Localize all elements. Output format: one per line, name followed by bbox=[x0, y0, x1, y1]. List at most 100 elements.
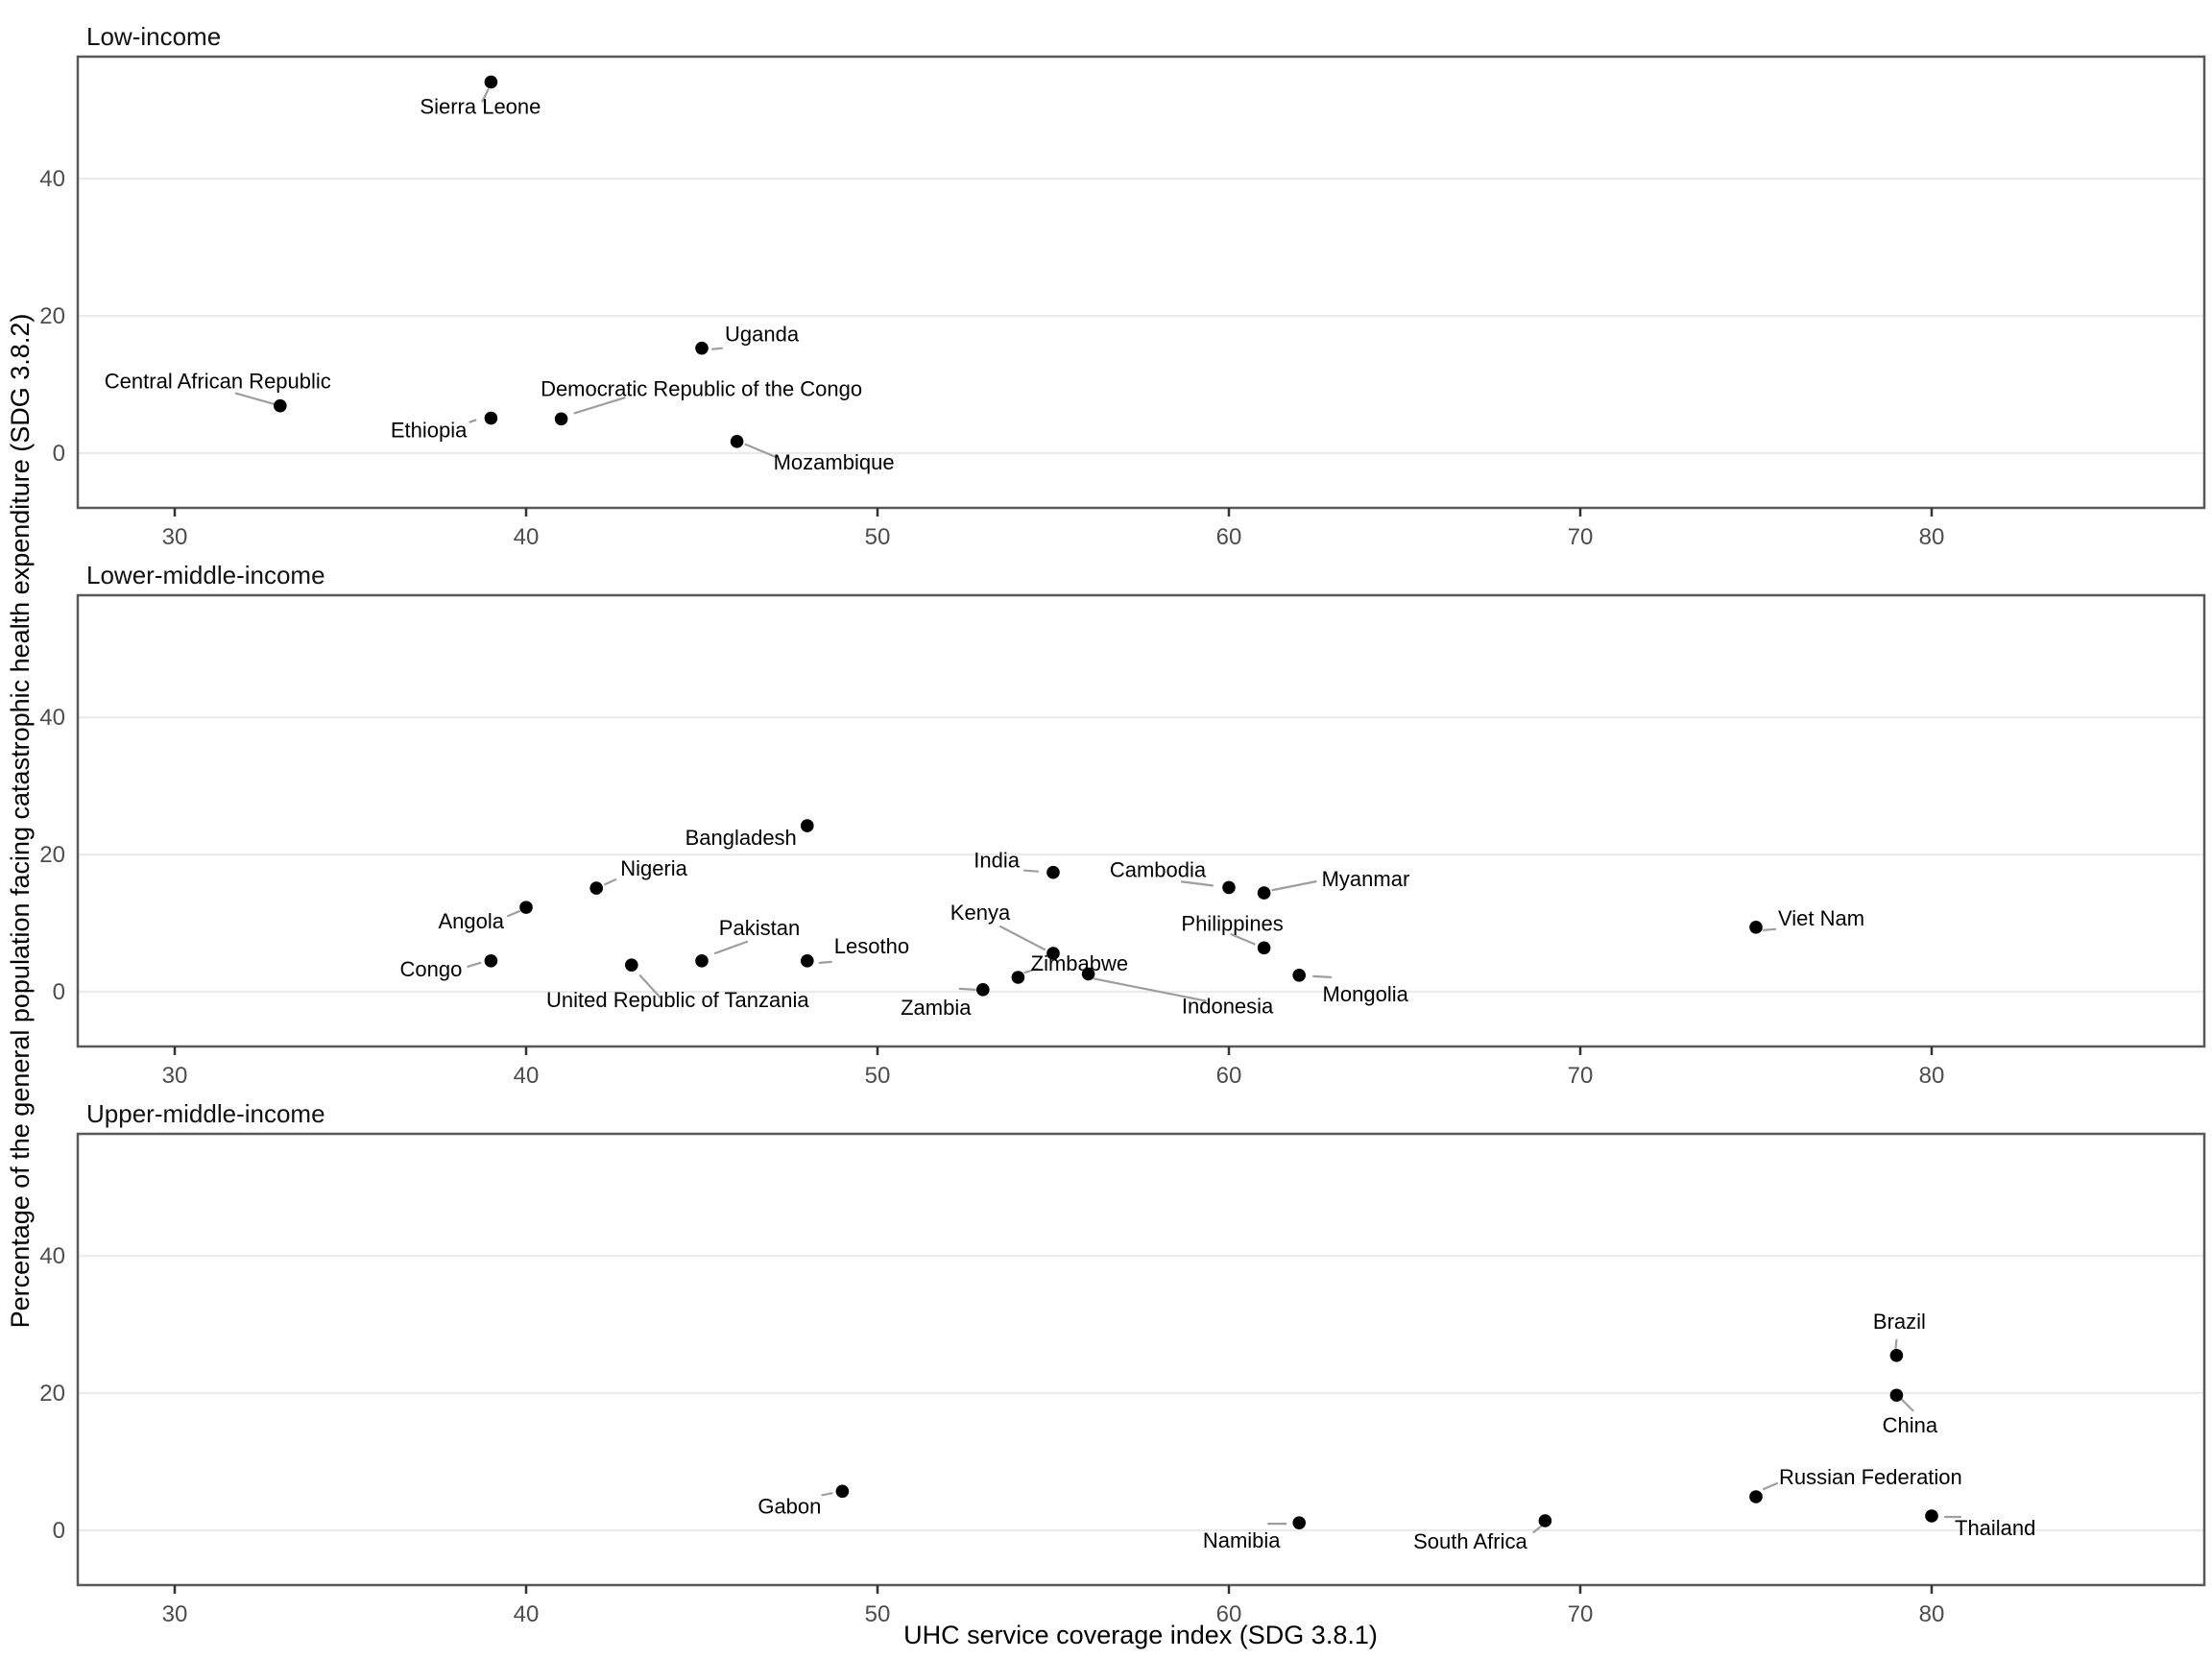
leader-line-united-republic-of-tanzania bbox=[638, 974, 661, 999]
y-tick-label: 20 bbox=[39, 303, 65, 329]
data-point-thailand bbox=[1925, 1509, 1938, 1523]
data-point-pakistan bbox=[695, 954, 709, 968]
panel-border bbox=[76, 593, 2206, 1048]
country-label-brazil: Brazil bbox=[1873, 1310, 1926, 1334]
leader-line-lesotho bbox=[818, 960, 832, 964]
data-point-uganda bbox=[695, 341, 709, 355]
data-point-namibia bbox=[1292, 1516, 1306, 1529]
data-point-philippines bbox=[1257, 941, 1271, 955]
data-point-indonesia bbox=[1081, 967, 1095, 981]
country-label-bangladesh: Bangladesh bbox=[685, 826, 797, 850]
country-label-congo: Congo bbox=[400, 957, 463, 981]
panel-background bbox=[78, 1134, 2204, 1585]
y-tick-label: 20 bbox=[39, 1381, 65, 1407]
facet-title-upper-middle-income: Upper-middle-income bbox=[86, 1099, 325, 1128]
leader-line-myanmar bbox=[1271, 880, 1317, 892]
leader-line-china bbox=[1900, 1398, 1914, 1412]
data-point-mozambique bbox=[730, 435, 744, 448]
data-point-central-african-republic bbox=[274, 398, 287, 413]
data-point-viet-nam bbox=[1749, 921, 1763, 934]
data-point-cambodia bbox=[1222, 880, 1236, 895]
facet-title-low-income: Low-income bbox=[86, 22, 221, 51]
data-point-united-republic-of-tanzania bbox=[625, 958, 638, 972]
panel-background bbox=[78, 57, 2204, 508]
x-tick-label: 40 bbox=[514, 1063, 540, 1089]
data-point-sierra-leone bbox=[484, 75, 498, 89]
x-tick-label: 50 bbox=[865, 1601, 891, 1627]
data-point-ethiopia bbox=[484, 411, 498, 425]
x-tick-label: 60 bbox=[1216, 1063, 1242, 1089]
x-tick-label: 40 bbox=[514, 524, 540, 550]
country-label-democratic-republic-of-the-congo: Democratic Republic of the Congo bbox=[541, 376, 862, 400]
y-tick-label: 0 bbox=[53, 1518, 65, 1544]
y-tick-label: 40 bbox=[39, 166, 65, 192]
country-label-china: China bbox=[1883, 1413, 1938, 1437]
leader-line-mozambique bbox=[744, 443, 777, 458]
y-tick-label: 20 bbox=[39, 842, 65, 868]
data-point-bangladesh bbox=[801, 819, 814, 832]
leader-line-zimbabwe bbox=[1023, 967, 1039, 974]
leader-line-cambodia bbox=[1180, 880, 1214, 887]
data-point-zambia bbox=[976, 983, 990, 997]
leader-line-angola bbox=[506, 910, 521, 918]
country-label-central-african-republic: Central African Republic bbox=[105, 370, 331, 394]
data-point-myanmar bbox=[1257, 886, 1271, 900]
leader-line-kenya bbox=[998, 925, 1046, 951]
leader-line-sierra-leone bbox=[481, 88, 490, 103]
x-tick-label: 80 bbox=[1919, 524, 1945, 550]
x-tick-label: 50 bbox=[865, 524, 891, 550]
facet-panel-lower-middle-income: 30 40 50 60 70 80 0 20 40 Bangladesh India Nigeria C… bbox=[39, 593, 2206, 1089]
x-tick-label: 70 bbox=[1568, 524, 1594, 550]
country-label-zambia: Zambia bbox=[901, 996, 972, 1020]
data-point-lesotho bbox=[801, 954, 814, 968]
data-point-congo bbox=[484, 954, 498, 968]
country-label-india: India bbox=[974, 849, 1020, 873]
x-tick-label: 50 bbox=[865, 1063, 891, 1089]
data-point-brazil bbox=[1889, 1349, 1904, 1362]
x-tick-label: 30 bbox=[162, 524, 188, 550]
y-tick-label: 40 bbox=[39, 1243, 65, 1269]
country-label-nigeria: Nigeria bbox=[620, 856, 687, 880]
x-axis-title: UHC service coverage index (SDG 3.8.1) bbox=[903, 1621, 1378, 1649]
country-label-namibia: Namibia bbox=[1203, 1528, 1281, 1552]
leader-line-central-african-republic bbox=[234, 392, 275, 405]
leader-line-philippines bbox=[1230, 933, 1256, 946]
country-label-united-republic-of-tanzania: United Republic of Tanzania bbox=[546, 988, 809, 1012]
y-tick-label: 0 bbox=[53, 979, 65, 1005]
country-label-zimbabwe: Zimbabwe bbox=[1031, 951, 1128, 975]
country-label-lesotho: Lesotho bbox=[834, 934, 909, 958]
country-label-pakistan: Pakistan bbox=[719, 916, 800, 940]
panel-border bbox=[76, 1132, 2206, 1587]
country-label-sierra-leone: Sierra Leone bbox=[420, 94, 541, 118]
data-point-mongolia bbox=[1292, 969, 1306, 982]
country-label-viet-nam: Viet Nam bbox=[1778, 906, 1864, 930]
y-tick-label: 0 bbox=[53, 441, 65, 467]
country-label-south-africa: South Africa bbox=[1413, 1529, 1527, 1553]
data-point-russian-federation bbox=[1749, 1490, 1763, 1503]
x-tick-label: 30 bbox=[162, 1601, 188, 1627]
country-label-kenya: Kenya bbox=[950, 901, 1011, 925]
leader-line-indonesia bbox=[1093, 977, 1207, 1002]
country-label-cambodia: Cambodia bbox=[1110, 857, 1207, 881]
facet-panel-low-income: 30 40 50 60 70 80 0 20 40 Sierra Leone Uganda Centr… bbox=[39, 55, 2206, 550]
country-label-thailand: Thailand bbox=[1955, 1516, 2035, 1540]
panel-border bbox=[76, 55, 2206, 510]
country-label-gabon: Gabon bbox=[757, 1494, 821, 1518]
leader-line-russian-federation bbox=[1762, 1481, 1779, 1491]
country-label-angola: Angola bbox=[438, 909, 504, 933]
data-point-india bbox=[1046, 865, 1060, 879]
country-label-russian-federation: Russian Federation bbox=[1779, 1465, 1962, 1489]
leader-line-india bbox=[1022, 869, 1040, 873]
country-label-mozambique: Mozambique bbox=[774, 450, 895, 474]
data-point-china bbox=[1889, 1388, 1904, 1403]
y-axis-title: Percentage of the general population fac… bbox=[6, 314, 35, 1329]
data-point-zimbabwe bbox=[1011, 971, 1025, 984]
country-label-ethiopia: Ethiopia bbox=[391, 419, 468, 443]
leader-line-zambia bbox=[958, 987, 976, 991]
x-tick-label: 80 bbox=[1919, 1601, 1945, 1627]
country-label-mongolia: Mongolia bbox=[1323, 982, 1409, 1006]
data-point-nigeria bbox=[589, 881, 603, 895]
facet-panel-upper-middle-income: 30 40 50 60 70 80 0 20 40 Brazil China Gabon Russian… bbox=[39, 1132, 2206, 1627]
